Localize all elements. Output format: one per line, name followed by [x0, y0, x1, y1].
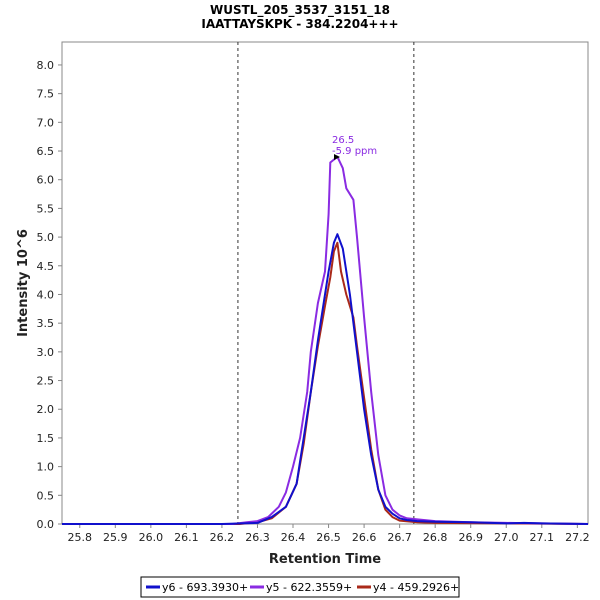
- y-tick-label: 5.5: [37, 202, 55, 215]
- series-lines: [62, 155, 589, 525]
- y-axis: 0.0 0.5 1.0 1.5 2.0 2.5 3.0 3.5 4.0 4.5 5.0 5.5 6.0 6…: [37, 59, 62, 531]
- y-tick-label: 1.0: [37, 461, 55, 474]
- x-tick-label: 27.0: [494, 531, 519, 544]
- legend-box: [140, 576, 460, 598]
- y-tick-label: 2.5: [37, 375, 55, 388]
- series-line-y5: [62, 155, 589, 525]
- y-axis-title: Intensity 10^6: [16, 229, 31, 337]
- y-tick-label: 6.0: [37, 174, 55, 187]
- y-tick-label: 2.0: [37, 403, 55, 416]
- x-tick-label: 26.7: [387, 531, 412, 544]
- x-tick-label: 25.9: [103, 531, 128, 544]
- y-tick-label: 3.0: [37, 346, 55, 359]
- chart-subtitle: IAATTAYSKPK - 384.2204+++: [201, 17, 398, 31]
- x-tick-label: 26.1: [174, 531, 199, 544]
- series-line-y6: [62, 233, 589, 525]
- y-tick-label: 8.0: [37, 59, 55, 72]
- x-tick-label: 26.5: [316, 531, 341, 544]
- x-tick-label: 25.8: [68, 531, 93, 544]
- y-tick-label: 1.5: [37, 432, 55, 445]
- x-axis: 25.8 25.9 26.0 26.1 26.2 26.3 26.4 26.5 26.6 26.7…: [68, 524, 590, 544]
- y-tick-label: 6.5: [37, 145, 55, 158]
- x-tick-label: 27.2: [565, 531, 590, 544]
- peak-annotation-ppm: -5.9 ppm: [332, 146, 377, 157]
- peak-boundaries: [237, 42, 415, 524]
- y-tick-label: 7.5: [37, 88, 55, 101]
- y-tick-label: 4.0: [37, 288, 55, 301]
- x-axis-title: Retention Time: [269, 552, 381, 567]
- peak-annotation-rt: 26.5: [332, 135, 354, 146]
- x-tick-label: 26.0: [139, 531, 164, 544]
- x-tick-label: 27.1: [530, 531, 555, 544]
- y-tick-label: 4.5: [37, 260, 55, 273]
- x-tick-label: 26.3: [245, 531, 270, 544]
- x-tick-label: 26.2: [210, 531, 235, 544]
- x-tick-label: 26.9: [458, 531, 483, 544]
- y-tick-label: 7.0: [37, 116, 55, 129]
- legend-label-y5: y5 - 622.3559+: [266, 581, 352, 594]
- y-tick-label: 5.0: [37, 231, 55, 244]
- chart-title: WUSTL_205_3537_3151_18: [210, 3, 390, 18]
- x-tick-label: 26.4: [281, 531, 306, 544]
- peak-annotation-arrow-icon: [322, 154, 340, 160]
- legend-label-y6: y6 - 693.3930+: [162, 581, 248, 594]
- y-tick-label: 3.5: [37, 317, 55, 330]
- y-tick-label: 0.5: [37, 489, 55, 502]
- peak-annotation: 26.5 -5.9 ppm: [322, 135, 377, 160]
- x-tick-label: 26.8: [423, 531, 448, 544]
- legend-label-y4: y4 - 459.2926+: [373, 581, 459, 594]
- x-tick-label: 26.6: [352, 531, 377, 544]
- y-tick-label: 0.0: [37, 518, 55, 531]
- plot-area: [61, 41, 589, 525]
- legend: y6 - 693.3930+ y5 - 622.3559+ y4 - 459.2…: [140, 576, 460, 598]
